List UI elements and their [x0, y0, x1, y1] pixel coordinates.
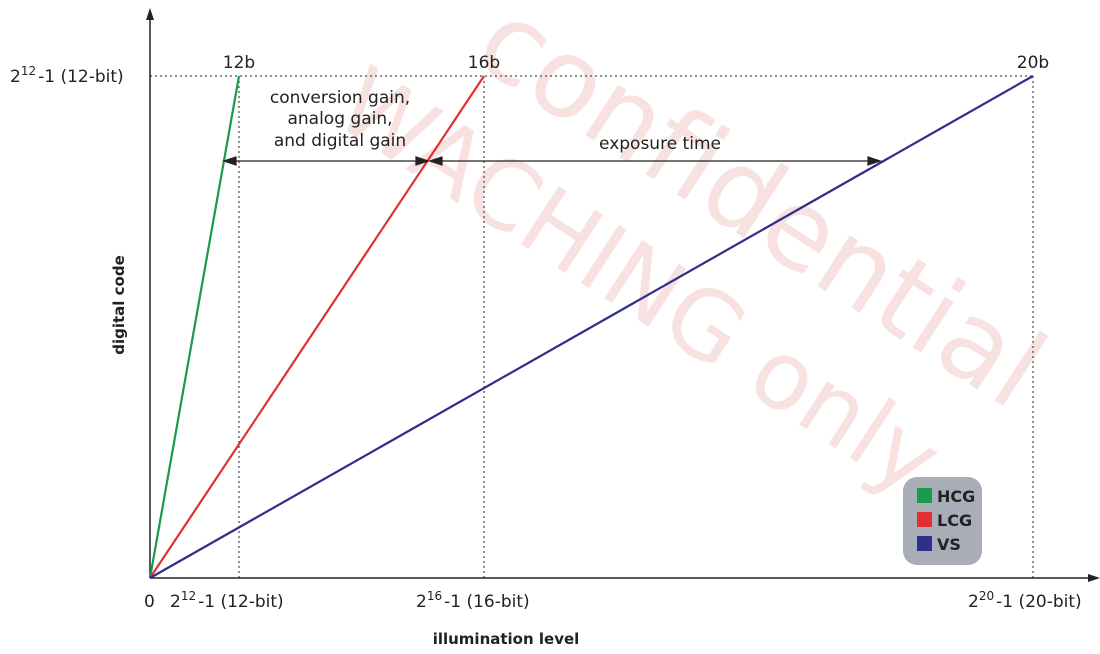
hcg-line — [148, 75, 241, 579]
gain-annotation-line1: conversion gain, — [270, 88, 410, 108]
exposure-arrow-right-icon — [867, 156, 882, 166]
vs-end-label: 20b — [1017, 53, 1049, 73]
vs-line — [149, 75, 1034, 579]
legend-swatch-lcg — [917, 512, 932, 527]
legend-swatch-vs — [917, 536, 932, 551]
legend: HCG LCG VS — [903, 477, 982, 565]
y-tick-12bit: 212 -1 (12-bit) — [10, 64, 124, 87]
legend-label-hcg: HCG — [937, 487, 975, 506]
y-axis-arrow-icon — [146, 8, 154, 20]
legend-label-lcg: LCG — [937, 511, 972, 530]
x-tick-16bit: 216 -1 (16-bit) — [416, 589, 530, 612]
exposure-arrow-left-icon — [428, 156, 443, 166]
legend-label-vs: VS — [937, 535, 961, 554]
exposure-annotation: exposure time — [599, 134, 721, 154]
x-tick-12bit: 212 -1 (12-bit) — [170, 589, 284, 612]
response-lines — [148, 75, 1034, 579]
x-tick-20bit: 220 -1 (20-bit) — [968, 589, 1082, 612]
x-axis-title: illumination level — [433, 630, 580, 648]
gain-arrow-left-icon — [222, 156, 237, 166]
gain-annotation-line3: and digital gain — [274, 131, 406, 151]
guide-lines — [150, 75, 1034, 578]
hcg-end-label: 12b — [223, 53, 255, 73]
lcg-end-label: 16b — [468, 53, 500, 73]
gain-annotation-line2: analog gain, — [287, 109, 392, 129]
legend-swatch-hcg — [917, 488, 932, 503]
range-arrows — [222, 156, 882, 166]
x-tick-origin: 0 — [144, 592, 155, 612]
x-axis-arrow-icon — [1088, 574, 1100, 582]
gain-arrow-right-icon — [415, 156, 430, 166]
axes — [146, 8, 1100, 582]
watermark: confidential WACHING only — [317, 0, 1067, 517]
lcg-line — [149, 75, 485, 579]
y-axis-title: digital code — [110, 255, 128, 355]
